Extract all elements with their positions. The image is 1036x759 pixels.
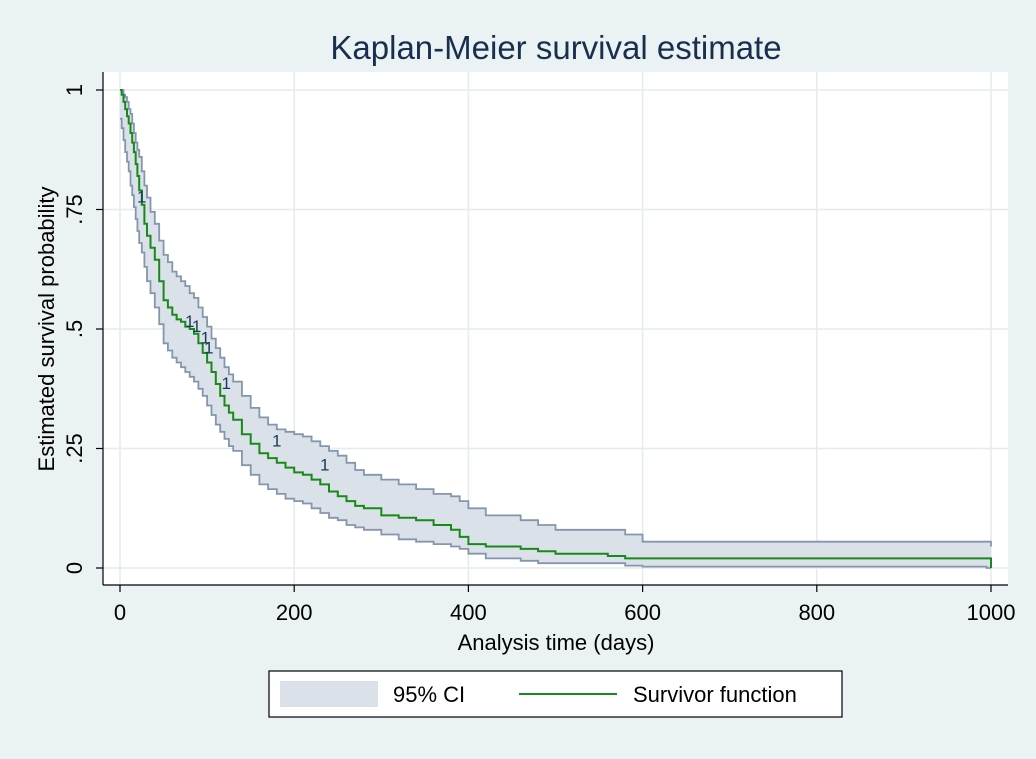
y-tick-label: .5	[62, 320, 87, 338]
censor-mark: 1	[201, 329, 210, 348]
y-axis-label: Estimated survival probability	[34, 187, 59, 472]
legend-ci-swatch	[280, 681, 378, 707]
axes: 0 200 400 600 800 1000 0 .25 .5 .75 1	[62, 72, 1015, 625]
ci-band-group	[120, 89, 992, 569]
legend-survivor-label: Survivor function	[633, 682, 797, 707]
x-tick-label: 0	[114, 600, 126, 625]
ci-upper-edge	[120, 89, 992, 547]
y-tick-label: .25	[62, 433, 87, 464]
censor-mark: 1	[222, 374, 231, 393]
x-tick-label: 200	[276, 600, 313, 625]
x-axis-label: Analysis time (days)	[458, 630, 655, 655]
censor-mark: 1	[192, 317, 201, 336]
survivor-line	[120, 89, 992, 568]
censor-mark: 1	[137, 188, 146, 207]
chart-title: Kaplan-Meier survival estimate	[330, 29, 781, 66]
legend: 95% CI Survivor function	[268, 670, 843, 718]
x-tick-label: 600	[624, 600, 661, 625]
censor-mark: 1	[185, 312, 194, 331]
censor-mark: 1	[204, 338, 213, 357]
y-tick-label: .75	[62, 194, 87, 225]
x-tick-label: 400	[450, 600, 487, 625]
x-tick-label: 1000	[967, 600, 1016, 625]
survivor-line-group	[120, 89, 992, 568]
x-tick-label: 800	[798, 600, 835, 625]
censor-mark: 1	[320, 455, 329, 474]
y-tick-label: 0	[62, 562, 87, 574]
censor-mark: 1	[272, 432, 281, 451]
ci-lower-edge	[120, 117, 991, 569]
legend-ci-label: 95% CI	[393, 682, 465, 707]
y-tick-label: 1	[62, 84, 87, 96]
